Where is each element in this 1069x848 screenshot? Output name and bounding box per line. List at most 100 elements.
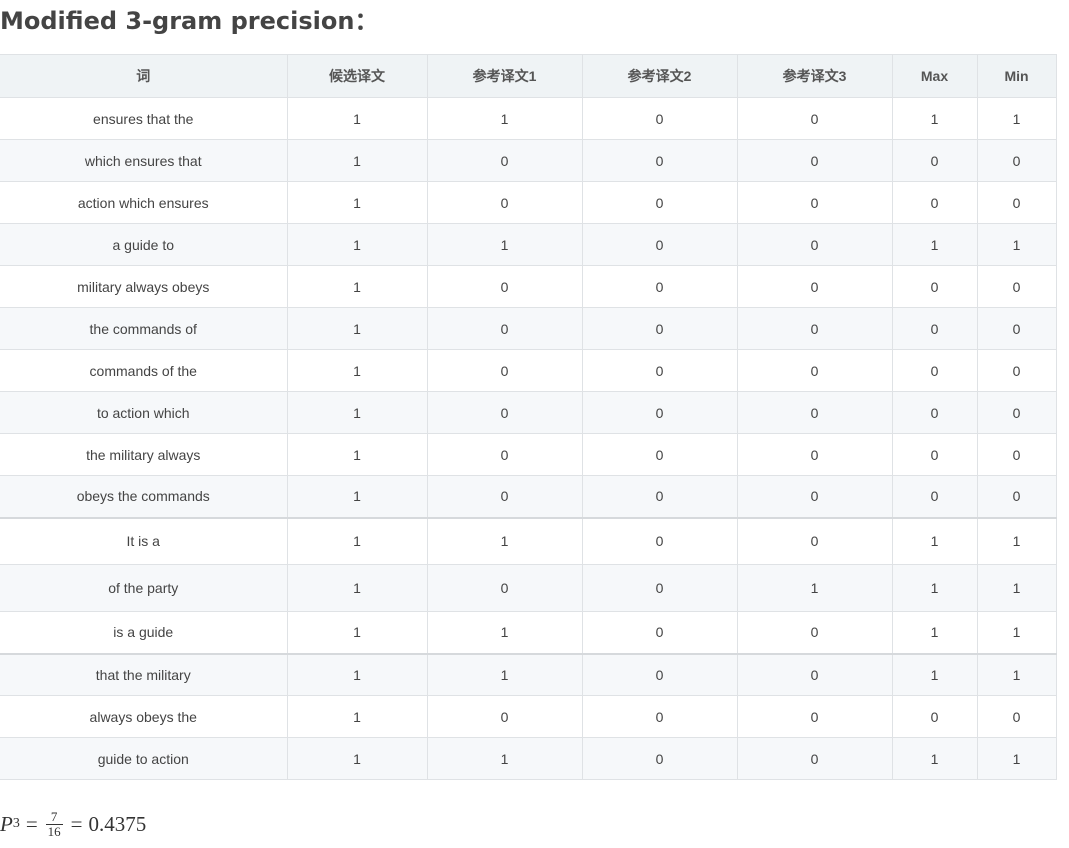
- cell-reference-3: 0: [736, 139, 893, 182]
- cell-max: 1: [891, 652, 978, 696]
- table-row: military always obeys 1 0 0 0 0 0: [0, 265, 1057, 308]
- header-reference-1: 参考译文1: [426, 54, 583, 98]
- table-row: the military always 1 0 0 0 0 0: [0, 433, 1057, 476]
- cell-reference-2: 0: [581, 307, 738, 350]
- formula-numerator: 7: [50, 808, 58, 824]
- cell-reference-2: 0: [581, 564, 738, 612]
- cell-candidate: 1: [286, 139, 428, 182]
- table-row: commands of the 1 0 0 0 0 0: [0, 349, 1057, 392]
- cell-min: 0: [976, 695, 1057, 738]
- table-row: action which ensures 1 0 0 0 0 0: [0, 181, 1057, 224]
- cell-reference-3: 0: [736, 475, 893, 518]
- cell-ngram: obeys the commands: [0, 475, 288, 518]
- table-row: the commands of 1 0 0 0 0 0: [0, 307, 1057, 350]
- table-row: which ensures that 1 0 0 0 0 0: [0, 139, 1057, 182]
- cell-candidate: 1: [286, 97, 428, 140]
- cell-min: 1: [976, 97, 1057, 140]
- formula-subscript: 3: [12, 816, 20, 831]
- table-row: ensures that the 1 1 0 0 1 1: [0, 97, 1057, 140]
- table-row: obeys the commands 1 0 0 0 0 0: [0, 475, 1057, 518]
- cell-candidate: 1: [286, 611, 428, 654]
- cell-min: 0: [976, 181, 1057, 224]
- cell-reference-3: 0: [736, 223, 893, 266]
- cell-reference-3: 0: [736, 265, 893, 308]
- cell-min: 0: [976, 307, 1057, 350]
- formula-equals: =: [25, 811, 38, 836]
- cell-ngram: action which ensures: [0, 181, 288, 224]
- cell-candidate: 1: [286, 516, 428, 565]
- cell-reference-1: 0: [426, 181, 583, 224]
- formula-result: 0.4375: [88, 811, 147, 836]
- cell-reference-1: 0: [426, 265, 583, 308]
- cell-reference-2: 0: [581, 265, 738, 308]
- header-reference-3: 参考译文3: [736, 54, 893, 98]
- header-min: Min: [976, 54, 1057, 98]
- cell-ngram: to action which: [0, 391, 288, 434]
- cell-reference-1: 1: [426, 652, 583, 696]
- cell-reference-1: 1: [426, 223, 583, 266]
- cell-min: 0: [976, 139, 1057, 182]
- cell-candidate: 1: [286, 181, 428, 224]
- table-row: to action which 1 0 0 0 0 0: [0, 391, 1057, 434]
- cell-ngram: commands of the: [0, 349, 288, 392]
- header-candidate: 候选译文: [286, 54, 428, 98]
- cell-min: 0: [976, 349, 1057, 392]
- cell-reference-2: 0: [581, 181, 738, 224]
- cell-reference-3: 0: [736, 307, 893, 350]
- cell-reference-2: 0: [581, 349, 738, 392]
- cell-min: 1: [976, 611, 1057, 654]
- cell-ngram: ensures that the: [0, 97, 288, 140]
- cell-reference-3: 0: [736, 181, 893, 224]
- cell-reference-1: 1: [426, 97, 583, 140]
- header-max: Max: [891, 54, 978, 98]
- cell-reference-2: 0: [581, 223, 738, 266]
- cell-reference-1: 0: [426, 564, 583, 612]
- table-row: a guide to 1 1 0 0 1 1: [0, 223, 1057, 266]
- cell-candidate: 1: [286, 349, 428, 392]
- cell-reference-3: 0: [736, 516, 893, 565]
- cell-reference-1: 0: [426, 307, 583, 350]
- table-row: of the party 1 0 0 1 1 1: [0, 564, 1057, 612]
- cell-reference-3: 0: [736, 737, 893, 780]
- cell-reference-3: 0: [736, 695, 893, 738]
- cell-reference-2: 0: [581, 737, 738, 780]
- cell-ngram: a guide to: [0, 223, 288, 266]
- cell-reference-2: 0: [581, 433, 738, 476]
- cell-min: 1: [976, 564, 1057, 612]
- cell-candidate: 1: [286, 391, 428, 434]
- cell-min: 1: [976, 652, 1057, 696]
- cell-max: 1: [891, 737, 978, 780]
- table-row: that the military 1 1 0 0 1 1: [0, 652, 1057, 696]
- cell-reference-1: 0: [426, 433, 583, 476]
- cell-min: 0: [976, 265, 1057, 308]
- cell-max: 0: [891, 695, 978, 738]
- cell-candidate: 1: [286, 737, 428, 780]
- cell-reference-1: 1: [426, 737, 583, 780]
- header-reference-2: 参考译文2: [581, 54, 738, 98]
- cell-candidate: 1: [286, 564, 428, 612]
- cell-ngram: is a guide: [0, 611, 288, 654]
- cell-max: 0: [891, 265, 978, 308]
- cell-max: 0: [891, 391, 978, 434]
- cell-max: 0: [891, 433, 978, 476]
- cell-reference-3: 1: [736, 564, 893, 612]
- cell-reference-1: 0: [426, 391, 583, 434]
- cell-reference-3: 0: [736, 391, 893, 434]
- ngram-precision-table: 词 候选译文 参考译文1 参考译文2 参考译文3 Max Min ensures…: [0, 54, 1057, 780]
- table-header-row: 词 候选译文 参考译文1 参考译文2 参考译文3 Max Min: [0, 54, 1057, 98]
- cell-reference-1: 0: [426, 139, 583, 182]
- cell-reference-2: 0: [581, 475, 738, 518]
- cell-reference-2: 0: [581, 139, 738, 182]
- cell-min: 0: [976, 475, 1057, 518]
- table-row: is a guide 1 1 0 0 1 1: [0, 611, 1057, 654]
- cell-reference-3: 0: [736, 652, 893, 696]
- cell-reference-2: 0: [581, 97, 738, 140]
- page-title: Modified 3-gram precision：: [0, 7, 379, 35]
- cell-candidate: 1: [286, 307, 428, 350]
- cell-reference-3: 0: [736, 611, 893, 654]
- cell-ngram: always obeys the: [0, 695, 288, 738]
- cell-reference-2: 0: [581, 516, 738, 565]
- cell-max: 1: [891, 564, 978, 612]
- cell-candidate: 1: [286, 433, 428, 476]
